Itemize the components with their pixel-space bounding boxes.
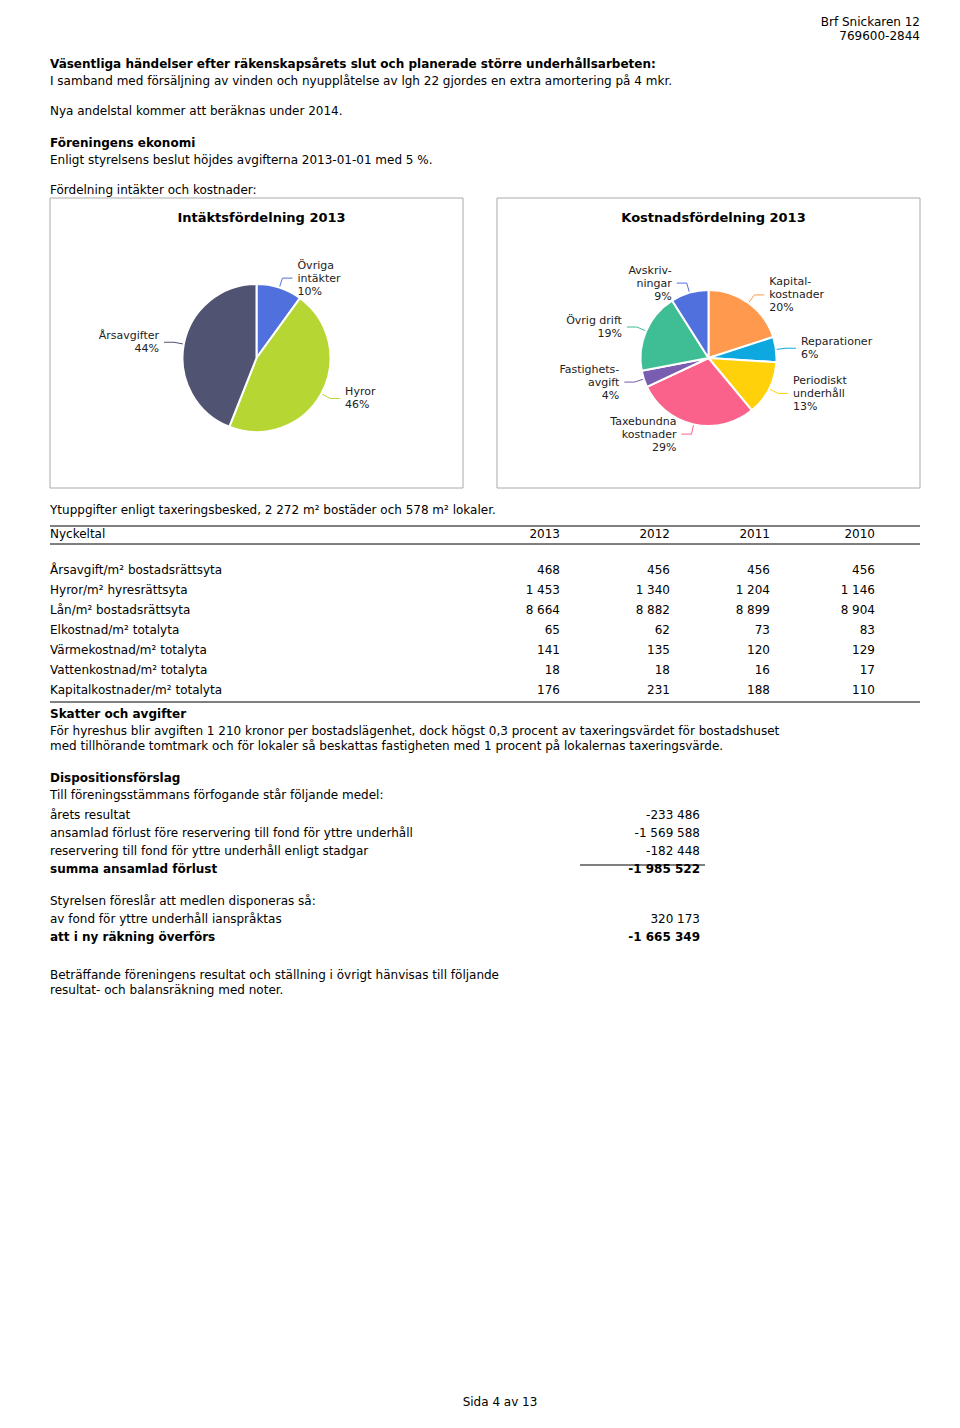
- svg-text:8 882: 8 882: [636, 603, 670, 617]
- svg-text:8 904: 8 904: [841, 603, 875, 617]
- svg-text:Fördelning intäkter och kostna: Fördelning intäkter och kostnader:: [50, 183, 257, 197]
- svg-text:ansamlad förlust före reserver: ansamlad förlust före reservering till f…: [50, 826, 413, 840]
- svg-text:Värmekostnad/m² totalyta: Värmekostnad/m² totalyta: [50, 643, 207, 657]
- svg-text:320 173: 320 173: [650, 912, 700, 926]
- svg-text:176: 176: [537, 683, 560, 697]
- svg-text:Föreningens ekonomi: Föreningens ekonomi: [50, 136, 195, 150]
- svg-text:16: 16: [755, 663, 770, 677]
- svg-text:769600-2844: 769600-2844: [839, 29, 920, 43]
- svg-text:20%: 20%: [769, 301, 793, 314]
- svg-text:18: 18: [545, 663, 560, 677]
- svg-text:Kapitalkostnader/m² totalyta: Kapitalkostnader/m² totalyta: [50, 683, 222, 697]
- svg-text:9%: 9%: [654, 290, 671, 303]
- svg-text:19%: 19%: [597, 327, 621, 340]
- svg-text:-1 665 349: -1 665 349: [628, 930, 700, 944]
- svg-text:456: 456: [647, 563, 670, 577]
- svg-text:Enligt styrelsens beslut höjde: Enligt styrelsens beslut höjdes avgifter…: [50, 153, 433, 167]
- svg-text:Hyror/m² hyresrättsyta: Hyror/m² hyresrättsyta: [50, 583, 188, 597]
- svg-text:I samband med försäljning av v: I samband med försäljning av vinden och …: [50, 74, 672, 88]
- svg-text:Intäktsfördelning 2013: Intäktsfördelning 2013: [177, 210, 345, 225]
- svg-text:med tillhörande tomtmark och f: med tillhörande tomtmark och för lokaler…: [50, 739, 723, 753]
- svg-text:1 204: 1 204: [736, 583, 770, 597]
- svg-text:Hyror: Hyror: [345, 385, 376, 398]
- svg-text:Årsavgift/m² bostadsrättsyta: Årsavgift/m² bostadsrättsyta: [50, 562, 222, 577]
- svg-text:Taxebundna: Taxebundna: [609, 415, 676, 428]
- svg-text:Beträffande föreningens result: Beträffande föreningens resultat och stä…: [50, 968, 499, 982]
- svg-text:ningar: ningar: [636, 277, 672, 290]
- svg-text:456: 456: [747, 563, 770, 577]
- svg-text:120: 120: [747, 643, 770, 657]
- svg-text:4%: 4%: [602, 389, 619, 402]
- svg-text:kostnader: kostnader: [622, 428, 677, 441]
- svg-text:reservering till fond för yttr: reservering till fond för yttre underhål…: [50, 844, 368, 858]
- svg-text:Kostnadsfördelning 2013: Kostnadsfördelning 2013: [621, 210, 805, 225]
- svg-text:1 146: 1 146: [841, 583, 875, 597]
- svg-text:83: 83: [860, 623, 875, 637]
- svg-text:-1 985 522: -1 985 522: [628, 862, 700, 876]
- svg-text:46%: 46%: [345, 398, 369, 411]
- svg-text:Vattenkostnad/m² totalyta: Vattenkostnad/m² totalyta: [50, 663, 207, 677]
- svg-text:-182 448: -182 448: [646, 844, 700, 858]
- svg-text:6%: 6%: [801, 348, 818, 361]
- svg-text:För hyreshus blir avgiften 1 2: För hyreshus blir avgiften 1 210 kronor …: [50, 724, 780, 738]
- svg-text:29%: 29%: [652, 441, 676, 454]
- svg-text:summa ansamlad förlust: summa ansamlad förlust: [50, 862, 218, 876]
- svg-text:Reparationer: Reparationer: [801, 335, 873, 348]
- svg-text:231: 231: [647, 683, 670, 697]
- svg-text:13%: 13%: [793, 400, 817, 413]
- svg-text:468: 468: [537, 563, 560, 577]
- svg-text:18: 18: [655, 663, 670, 677]
- svg-text:1 453: 1 453: [526, 583, 560, 597]
- svg-text:17: 17: [860, 663, 875, 677]
- svg-text:Kapital-: Kapital-: [769, 275, 811, 288]
- svg-text:8 664: 8 664: [526, 603, 560, 617]
- svg-text:Dispositionsförslag: Dispositionsförslag: [50, 771, 180, 785]
- svg-text:Elkostnad/m² totalyta: Elkostnad/m² totalyta: [50, 623, 179, 637]
- svg-text:Nya andelstal kommer att beräk: Nya andelstal kommer att beräknas under …: [50, 104, 343, 118]
- svg-text:456: 456: [852, 563, 875, 577]
- svg-text:Nyckeltal: Nyckeltal: [50, 527, 105, 541]
- svg-text:110: 110: [852, 683, 875, 697]
- svg-text:62: 62: [655, 623, 670, 637]
- svg-text:73: 73: [755, 623, 770, 637]
- svg-text:Styrelsen föreslår att medlen: Styrelsen föreslår att medlen disponeras…: [50, 894, 316, 908]
- svg-text:underhåll: underhåll: [793, 387, 845, 400]
- svg-text:Övrig drift: Övrig drift: [566, 314, 622, 327]
- svg-text:avgift: avgift: [588, 376, 620, 389]
- svg-text:Väsentliga händelser efter räk: Väsentliga händelser efter räkenskapsåre…: [50, 57, 656, 71]
- svg-text:2013: 2013: [529, 527, 560, 541]
- svg-text:8 899: 8 899: [736, 603, 770, 617]
- svg-text:att i ny räkning överförs: att i ny räkning överförs: [50, 930, 215, 944]
- svg-text:129: 129: [852, 643, 875, 657]
- svg-text:av fond för yttre underhåll ia: av fond för yttre underhåll ianspråktas: [50, 912, 282, 926]
- svg-text:kostnader: kostnader: [769, 288, 824, 301]
- svg-text:Brf Snickaren 12: Brf Snickaren 12: [821, 15, 920, 29]
- svg-text:Periodiskt: Periodiskt: [793, 374, 847, 387]
- svg-text:2011: 2011: [739, 527, 770, 541]
- svg-text:Lån/m² bostadsrättsyta: Lån/m² bostadsrättsyta: [50, 603, 190, 617]
- svg-text:65: 65: [545, 623, 560, 637]
- svg-text:-1 569 588: -1 569 588: [635, 826, 700, 840]
- svg-text:årets resultat: årets resultat: [50, 808, 130, 822]
- svg-text:188: 188: [747, 683, 770, 697]
- svg-text:10%: 10%: [297, 285, 321, 298]
- svg-text:Till föreningsstämmans förfoga: Till föreningsstämmans förfogande står f…: [49, 788, 384, 802]
- svg-text:Fastighets-: Fastighets-: [559, 363, 619, 376]
- svg-text:141: 141: [537, 643, 560, 657]
- svg-text:1 340: 1 340: [636, 583, 670, 597]
- svg-text:2010: 2010: [844, 527, 875, 541]
- svg-text:Övriga: Övriga: [297, 259, 333, 272]
- svg-text:Avskriv-: Avskriv-: [628, 264, 671, 277]
- svg-text:Skatter och avgifter: Skatter och avgifter: [50, 707, 186, 721]
- svg-text:-233 486: -233 486: [646, 808, 700, 822]
- svg-text:44%: 44%: [135, 342, 159, 355]
- svg-text:2012: 2012: [639, 527, 670, 541]
- svg-text:resultat- och balansräkning me: resultat- och balansräkning med noter.: [50, 983, 283, 997]
- svg-text:Ytuppgifter enligt taxeringsbe: Ytuppgifter enligt taxeringsbesked, 2 27…: [49, 503, 496, 517]
- svg-text:Årsavgifter: Årsavgifter: [99, 329, 160, 342]
- svg-text:135: 135: [647, 643, 670, 657]
- svg-text:intäkter: intäkter: [297, 272, 341, 285]
- svg-text:Sida 4 av 13: Sida 4 av 13: [463, 1395, 538, 1409]
